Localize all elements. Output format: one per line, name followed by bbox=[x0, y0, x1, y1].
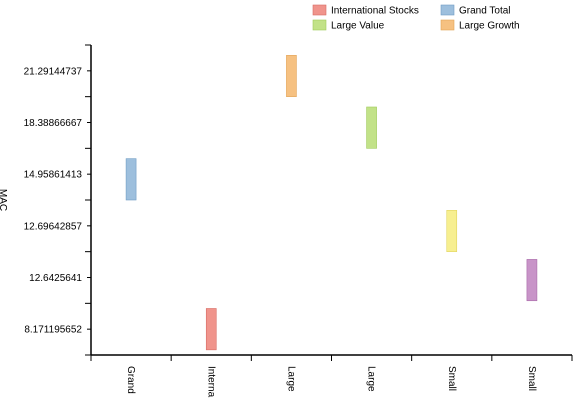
bar-series-5 bbox=[446, 210, 458, 252]
bars-group bbox=[125, 55, 538, 351]
legend-swatch-large-growth bbox=[440, 19, 455, 31]
y-tick-label: 18.38866667 bbox=[24, 118, 83, 129]
legend-swatch-international-stocks bbox=[312, 4, 327, 16]
legend-swatch-large-value bbox=[312, 19, 327, 31]
y-axis-title: MAC bbox=[0, 189, 8, 211]
bar-large-value bbox=[366, 106, 377, 149]
legend-label-large-value: Large Value bbox=[331, 21, 385, 32]
y-tick-label: 12.6425641 bbox=[29, 273, 82, 284]
x-tick-label-grand: Grand bbox=[125, 366, 136, 394]
bar-large-growth bbox=[286, 55, 297, 97]
x-tick-label-large: Large bbox=[285, 366, 296, 392]
x-tick-label-large: Large bbox=[366, 366, 377, 392]
y-tick-label: 8.171195652 bbox=[24, 325, 82, 336]
legend-swatch-grand-total bbox=[440, 4, 455, 16]
legend-label-large-growth: Large Growth bbox=[459, 21, 520, 32]
bar-series-6 bbox=[526, 259, 538, 302]
x-tick-label-small: Small bbox=[526, 366, 537, 391]
legend-label-international-stocks: International Stocks bbox=[331, 6, 419, 17]
x-tick-label-interna: Interna bbox=[205, 366, 216, 398]
bar-grand-total bbox=[125, 158, 137, 201]
y-tick-label: 12.69642857 bbox=[24, 221, 83, 232]
legend-label-grand-total: Grand Total bbox=[459, 6, 511, 17]
x-tick-label-small: Small bbox=[446, 366, 457, 391]
y-tick-label: 21.29144737 bbox=[24, 66, 83, 77]
y-tick-label: 14.95861413 bbox=[24, 170, 83, 181]
x-axis: Grand Interna Large Large Small Small bbox=[90, 354, 573, 398]
chart-legend: International Stocks Grand Total Large Val… bbox=[312, 4, 520, 32]
bar-international-stocks bbox=[205, 308, 217, 351]
y-axis: 8.171195652 12.6425641 12.69642857 14.95861… bbox=[0, 44, 92, 356]
